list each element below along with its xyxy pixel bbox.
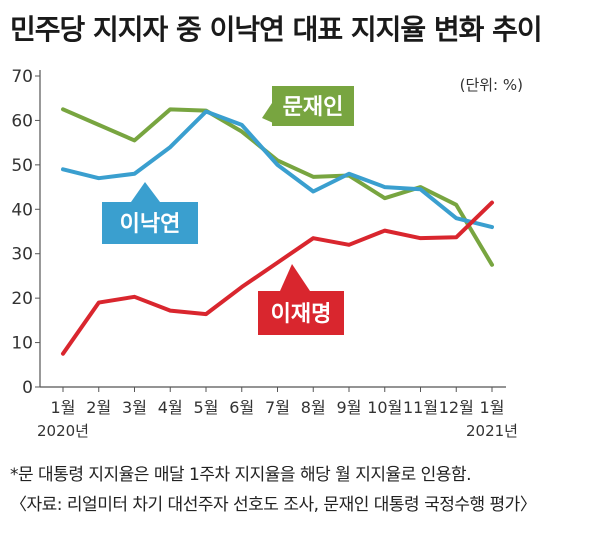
x-tick-label: 7월 (265, 398, 290, 417)
y-tick-label: 70 (11, 67, 33, 87)
x-tick-label: 2월 (86, 398, 111, 417)
x-tick-label: 12월 (439, 398, 474, 417)
y-tick-label: 0 (22, 378, 33, 398)
x-tick-label: 9월 (337, 398, 362, 417)
y-tick-label: 60 (11, 111, 33, 131)
x-tick-label: 6월 (229, 398, 254, 417)
series-tag-label: 이재명 (271, 302, 332, 327)
series-tag-label: 이낙연 (120, 212, 181, 237)
x-tick-label: 11월 (403, 398, 438, 417)
y-tick-label: 30 (11, 245, 33, 265)
source-note: 〈자료: 리얼미터 차기 대선주자 선호도 조사, 문재인 대통령 국정수행 평… (10, 495, 537, 515)
series-tag-label: 문재인 (283, 95, 344, 120)
x-tick-label: 4월 (158, 398, 183, 417)
x-tick-label: 1월 (51, 398, 76, 417)
y-tick-label: 10 (11, 334, 33, 354)
year-label: 2020년 (37, 422, 89, 440)
x-tick-label: 10월 (367, 398, 402, 417)
series-tag-box (102, 202, 198, 244)
x-tick-label: 5월 (194, 398, 219, 417)
x-tick-label: 1월 (480, 398, 505, 417)
y-tick-label: 20 (11, 289, 33, 309)
x-tick-label: 8월 (301, 398, 326, 417)
y-tick-label: 40 (11, 200, 33, 220)
series-tag-box (272, 86, 354, 126)
series-tag-pointer (280, 264, 310, 291)
series-lines-group (61, 107, 494, 356)
unit-label: (단위: %) (460, 76, 523, 94)
series-tag-pointer (131, 182, 160, 202)
footnote: *문 대통령 지지율은 매달 1주차 지지율을 해당 월 지지율로 인용함. (10, 465, 472, 485)
year-label: 2021년 (466, 422, 518, 440)
series-tag-box (258, 291, 344, 335)
chart-title: 민주당 지지자 중 이낙연 대표 지지율 변화 추이 (10, 13, 543, 46)
y-tick-label: 50 (11, 156, 33, 176)
x-tick-label: 3월 (122, 398, 147, 417)
